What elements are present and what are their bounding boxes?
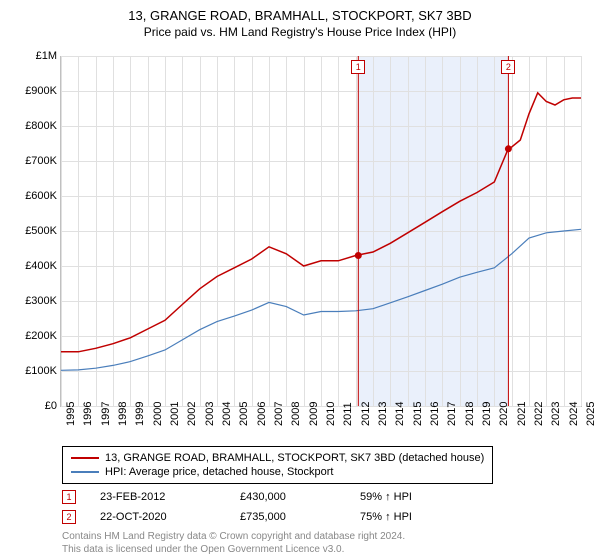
y-tick-label: £400K — [25, 260, 57, 272]
y-tick-label: £900K — [25, 85, 57, 97]
legend-row: HPI: Average price, detached house, Stoc… — [71, 465, 484, 479]
legend-label: 13, GRANGE ROAD, BRAMHALL, STOCKPORT, SK… — [105, 452, 484, 464]
y-tick-label: £0 — [45, 400, 57, 412]
sale-vs-hpi: 59% ↑ HPI — [360, 491, 412, 503]
legend-swatch — [71, 457, 99, 459]
y-tick-label: £700K — [25, 155, 57, 167]
sale-row: 1 23-FEB-2012£430,00059% ↑ HPI — [62, 490, 412, 504]
sale-price: £430,000 — [240, 491, 360, 503]
y-tick-label: £600K — [25, 190, 57, 202]
chart-title: 13, GRANGE ROAD, BRAMHALL, STOCKPORT, SK… — [0, 0, 600, 23]
sale-marker-label: 1 — [351, 60, 365, 74]
sale-row: 2 22-OCT-2020£735,00075% ↑ HPI — [62, 510, 412, 524]
legend-row: 13, GRANGE ROAD, BRAMHALL, STOCKPORT, SK… — [71, 451, 484, 465]
y-tick-label: £100K — [25, 365, 57, 377]
sale-price: £735,000 — [240, 511, 360, 523]
y-tick-label: £200K — [25, 330, 57, 342]
legend-label: HPI: Average price, detached house, Stoc… — [105, 466, 334, 478]
y-tick-label: £500K — [25, 225, 57, 237]
y-tick-label: £1M — [36, 50, 57, 62]
series-line — [61, 93, 581, 352]
legend-swatch — [71, 471, 99, 473]
series-line — [61, 229, 581, 370]
y-tick-label: £300K — [25, 295, 57, 307]
plot-svg — [61, 56, 581, 406]
sale-row-marker: 1 — [62, 490, 76, 504]
y-tick-label: £800K — [25, 120, 57, 132]
chart-subtitle: Price paid vs. HM Land Registry's House … — [0, 25, 600, 39]
sale-marker-label: 2 — [501, 60, 515, 74]
sale-date: 22-OCT-2020 — [100, 511, 240, 523]
legend: 13, GRANGE ROAD, BRAMHALL, STOCKPORT, SK… — [62, 446, 493, 484]
x-tick-label: 2025 — [585, 402, 597, 426]
gridline-v — [581, 56, 582, 406]
sale-date: 23-FEB-2012 — [100, 491, 240, 503]
footer-attribution: Contains HM Land Registry data © Crown c… — [62, 530, 405, 556]
sale-row-marker: 2 — [62, 510, 76, 524]
sale-vs-hpi: 75% ↑ HPI — [360, 511, 412, 523]
chart-container: 13, GRANGE ROAD, BRAMHALL, STOCKPORT, SK… — [0, 0, 600, 560]
footer-line2: This data is licensed under the Open Gov… — [62, 543, 405, 556]
plot-area: £0£100K£200K£300K£400K£500K£600K£700K£80… — [60, 56, 582, 407]
footer-line1: Contains HM Land Registry data © Crown c… — [62, 530, 405, 543]
